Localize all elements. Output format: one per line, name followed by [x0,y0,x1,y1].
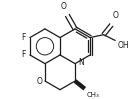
Text: O: O [112,11,118,20]
Text: O: O [36,77,42,86]
Text: N: N [78,58,84,67]
Text: CH₃: CH₃ [87,92,99,98]
Text: F: F [22,50,26,59]
Text: OH: OH [117,41,129,50]
Text: O: O [61,2,66,11]
Text: F: F [22,33,26,42]
